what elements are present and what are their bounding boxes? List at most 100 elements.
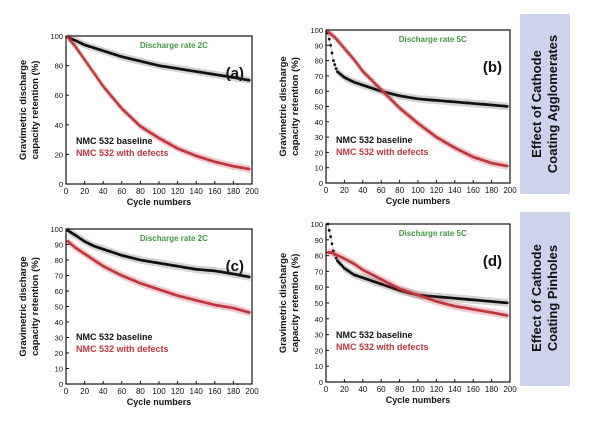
y-tick-label-b: 60 xyxy=(315,87,323,96)
y-axis-label-a: Gravimetric dischargecapacity retention … xyxy=(18,60,41,160)
error-band-b-0 xyxy=(327,29,509,111)
data-point-a-1 xyxy=(97,78,100,82)
legend-entry-a-1: NMC 532 with defects xyxy=(76,148,169,158)
y-axis-label-c: Gravimetric dischargecapacity retention … xyxy=(18,256,41,356)
side-label-agglomerates-line2: Coating Agglomerates xyxy=(545,35,560,173)
x-tick-label-a: 200 xyxy=(245,187,259,196)
x-tick-label-d: 160 xyxy=(467,385,481,394)
x-tick-label-c: 80 xyxy=(136,387,145,396)
data-point-c-0 xyxy=(247,275,251,279)
y-axis-label-b: Gravimetric dischargecapacity retention … xyxy=(278,56,301,156)
data-point-d-0 xyxy=(331,249,335,253)
y-tick-label-a: 80 xyxy=(55,62,63,71)
x-tick-label-d: 20 xyxy=(340,385,349,394)
y-tick-label-b: 10 xyxy=(315,164,323,173)
y-tick-label-b: 40 xyxy=(315,118,323,127)
x-tick-label-b: 40 xyxy=(358,186,367,195)
x-tick-label-d: 120 xyxy=(430,385,444,394)
x-tick-label-c: 40 xyxy=(99,387,108,396)
x-tick-label-a: 0 xyxy=(64,187,69,196)
data-point-b-1 xyxy=(505,164,509,168)
x-tick-label-a: 40 xyxy=(99,187,108,196)
chart-c: 0 20 40 60 80 100 120 140 160 180 200 0 10 20 30 40 50 60… xyxy=(18,225,259,407)
y-tick-label-c: 30 xyxy=(55,334,63,343)
data-point-d-0 xyxy=(327,228,331,232)
data-point-b-0 xyxy=(334,67,338,71)
y-tick-label-c: 70 xyxy=(55,272,63,281)
data-point-d-0 xyxy=(505,301,509,305)
x-tick-label-c: 200 xyxy=(245,387,259,396)
x-tick-label-b: 140 xyxy=(448,186,462,195)
y-tick-label-d: 30 xyxy=(315,331,323,340)
x-axis-label-d: Cycle numbers xyxy=(386,395,451,405)
y-tick-label-a: 60 xyxy=(55,91,63,100)
x-tick-label-a: 180 xyxy=(227,187,241,196)
x-tick-label-a: 120 xyxy=(171,187,185,196)
panel-letter-d: (d) xyxy=(483,253,502,270)
x-tick-label-b: 200 xyxy=(503,186,517,195)
y-tick-label-b: 80 xyxy=(315,57,323,66)
data-point-b-0 xyxy=(331,59,335,62)
data-point-a-1 xyxy=(77,50,81,54)
data-point-a-1 xyxy=(80,54,84,58)
x-tick-label-b: 160 xyxy=(467,186,481,195)
x-tick-label-b: 120 xyxy=(430,186,444,195)
data-point-a-1 xyxy=(85,62,89,66)
data-point-a-1 xyxy=(92,72,96,76)
rate-annotation-a: Discharge rate 2C xyxy=(140,41,208,50)
legend-entry-b-1: NMC 532 with defects xyxy=(336,147,429,157)
y-tick-label-d: 50 xyxy=(315,299,323,308)
y-tick-label-d: 60 xyxy=(315,283,323,292)
y-tick-label-c: 90 xyxy=(55,241,63,250)
panel-letter-c: (c) xyxy=(226,258,244,275)
x-tick-label-c: 60 xyxy=(117,387,126,396)
data-point-b-0 xyxy=(505,105,509,108)
data-point-a-1 xyxy=(247,167,251,171)
x-tick-label-a: 100 xyxy=(152,187,166,196)
x-tick-label-a: 60 xyxy=(117,187,126,196)
x-axis-label-c: Cycle numbers xyxy=(127,397,192,407)
side-label-agglomerates: Effect of Cathode Coating Agglomerates xyxy=(520,14,570,194)
x-tick-label-b: 0 xyxy=(324,186,329,195)
data-point-a-1 xyxy=(95,76,99,80)
x-tick-label-d: 200 xyxy=(503,385,517,394)
side-label-pinholes-line1: Effect of Cathode xyxy=(529,244,544,352)
x-tick-label-a: 140 xyxy=(190,187,204,196)
y-tick-label-d: 100 xyxy=(310,220,323,229)
x-tick-label-c: 180 xyxy=(227,387,241,396)
y-tick-label-d: 10 xyxy=(315,362,323,371)
x-tick-label-b: 20 xyxy=(340,186,349,195)
side-label-agglomerates-line1: Effect of Cathode xyxy=(529,50,544,158)
data-point-a-1 xyxy=(91,70,95,74)
data-point-a-1 xyxy=(76,48,80,52)
legend-entry-d-0: NMC 532 baseline xyxy=(336,330,413,340)
data-point-b-0 xyxy=(333,63,337,67)
data-point-d-0 xyxy=(334,256,338,260)
y-tick-label-b: 20 xyxy=(315,148,323,157)
x-tick-label-d: 40 xyxy=(358,385,367,394)
y-tick-label-d: 20 xyxy=(315,346,323,355)
y-tick-label-b: 50 xyxy=(315,103,323,112)
data-point-a-1 xyxy=(79,52,82,56)
x-tick-label-c: 120 xyxy=(171,387,185,396)
x-tick-label-b: 80 xyxy=(395,186,404,195)
chart-a: 0 20 40 60 80 100 120 140 160 180 200020406080100C… xyxy=(18,32,259,207)
y-tick-label-c: 20 xyxy=(55,349,63,358)
y-tick-label-b: 100 xyxy=(310,26,323,35)
x-tick-label-c: 140 xyxy=(190,387,204,396)
y-tick-label-c: 40 xyxy=(55,318,63,327)
legend-entry-c-0: NMC 532 baseline xyxy=(76,332,153,342)
data-point-b-0 xyxy=(330,51,334,55)
data-point-a-1 xyxy=(83,58,86,62)
side-label-pinholes-line2: Coating Pinholes xyxy=(545,245,560,351)
data-point-a-1 xyxy=(98,80,102,84)
y-tick-label-a: 100 xyxy=(50,32,63,41)
side-label-box-top xyxy=(520,14,570,194)
data-point-d-0 xyxy=(330,242,334,246)
rate-annotation-b: Discharge rate 5C xyxy=(399,35,467,44)
data-point-b-0 xyxy=(327,37,331,41)
data-point-a-1 xyxy=(94,74,98,78)
y-tick-label-d: 0 xyxy=(319,378,323,387)
